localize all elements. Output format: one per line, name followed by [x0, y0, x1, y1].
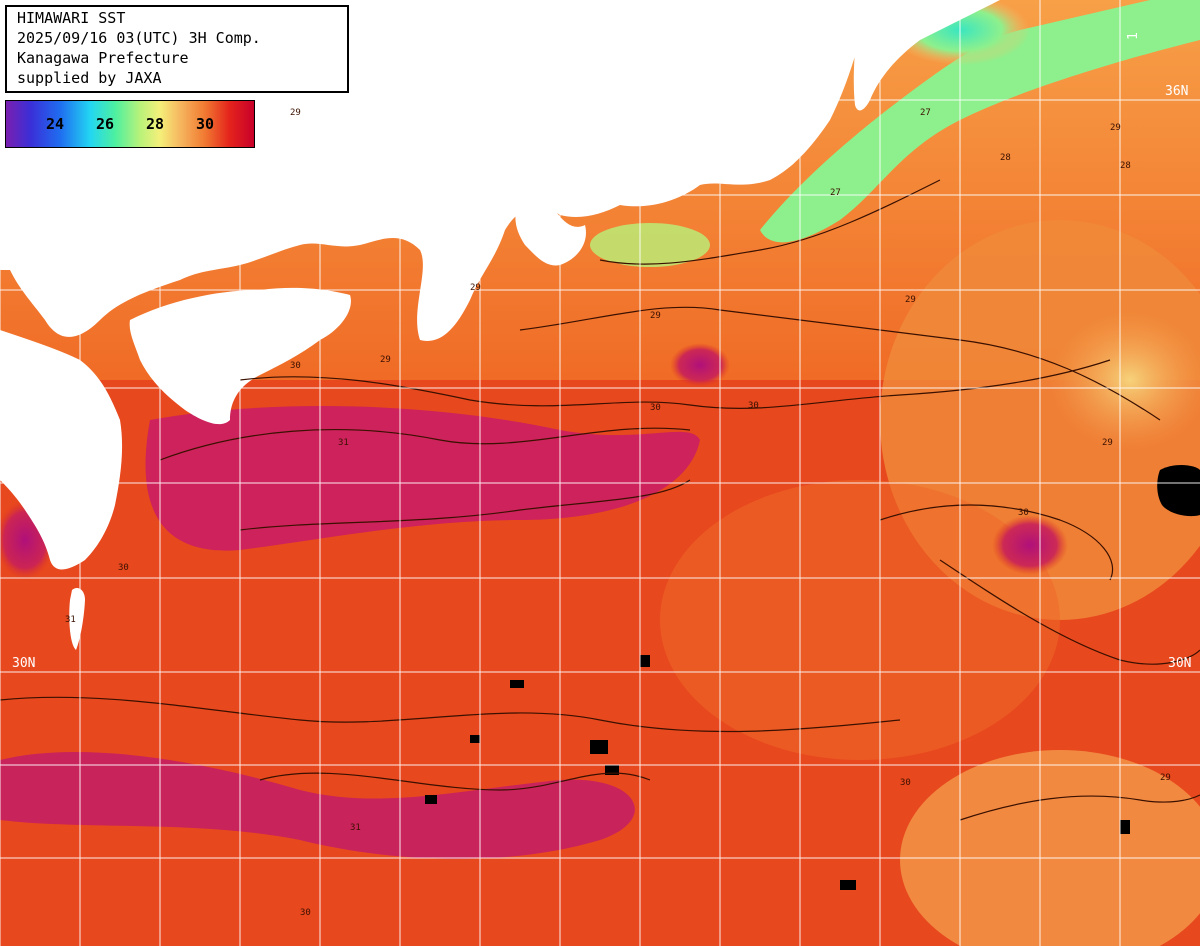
title-product: HIMAWARI SST: [17, 9, 126, 27]
contour-label: 31: [350, 823, 361, 833]
contour-29-north: [519, 306, 1161, 421]
cloud-speck-7: [640, 655, 650, 667]
warm-patch-se: [900, 750, 1200, 946]
land-island-4: [9, 376, 30, 397]
contour-28-coast: [599, 179, 941, 265]
contour-29-se: [959, 794, 1200, 821]
cloud-patches: [425, 465, 1200, 890]
contour-label: 30: [900, 778, 911, 788]
contour-label: 30: [748, 401, 759, 411]
cloud-east-edge: [1157, 465, 1200, 517]
lat-label-36n: 36N: [1165, 84, 1188, 99]
cloud-speck-8: [1120, 820, 1130, 834]
land-kii-peninsula: [515, 194, 586, 266]
land-kyushu: [0, 330, 123, 570]
contour-label: 29: [905, 295, 916, 305]
title-box: HIMAWARI SST 2025/09/16 03(UTC) 3H Comp.…: [5, 5, 349, 93]
hot-spot-1: [670, 343, 730, 387]
mild-patch-east: [1050, 310, 1200, 450]
contour-30-north: [239, 359, 1111, 409]
cool-band-northeast: [760, 0, 1200, 243]
contour-label: 29: [1160, 773, 1171, 783]
land-island-2: [766, 137, 800, 170]
lon-label-east-edge: 1: [1126, 32, 1141, 40]
colorbar-tick-28: 28: [146, 115, 165, 133]
colorbar-tick-30: 30: [196, 115, 215, 133]
land-island-3: [69, 588, 85, 650]
contour-31-band: [159, 427, 691, 531]
contour-label: 28: [1000, 153, 1011, 163]
title-datetime: 2025/09/16 03(UTC) 3H Comp.: [17, 29, 261, 47]
cloud-speck-2: [605, 765, 619, 775]
hot-band-kuroshio: [145, 406, 700, 551]
cloud-speck-5: [510, 680, 524, 688]
contour-label: 31: [338, 438, 349, 448]
temperature-colorbar: 24 26 28 30: [5, 100, 255, 148]
cloud-speck-3: [425, 795, 437, 804]
hot-band-south: [0, 751, 635, 859]
contour-31-south: [259, 772, 651, 791]
contour-label: 29: [290, 108, 301, 118]
contour-label: 30: [650, 403, 661, 413]
contour-label: 27: [830, 188, 841, 198]
land-island-5: [0, 399, 13, 435]
contour-label: 30: [1018, 508, 1029, 518]
contour-30-south: [0, 696, 901, 733]
cloud-speck-4: [470, 735, 480, 743]
colorbar-tick-24: 24: [46, 115, 65, 133]
contour-label: 29: [650, 311, 661, 321]
contour-label: 29: [1102, 438, 1113, 448]
contour-label: 31: [65, 615, 76, 625]
contour-label: 29: [380, 355, 391, 365]
contour-label: 27: [920, 108, 931, 118]
title-supplier: supplied by JAXA: [17, 69, 162, 87]
colorbar-tick-26: 26: [96, 115, 115, 133]
hot-spot-2: [992, 515, 1068, 575]
contour-labels: 29 29 29 29 29 29 29 30 30 30 30 30 30 3…: [65, 108, 1171, 918]
contour-label: 29: [470, 283, 481, 293]
contour-29-east: [939, 559, 1200, 665]
cloud-speck-6: [840, 880, 856, 890]
cloud-speck-1: [590, 740, 608, 754]
cool-patch-bay: [590, 223, 710, 267]
lon-label-136e: 136E: [486, 9, 501, 40]
contour-label: 30: [118, 563, 129, 573]
contour-label: 30: [290, 361, 301, 371]
land-coast-east: [853, 0, 1000, 111]
isotherm-contours: [0, 179, 1200, 821]
lat-label-30n-west: 30N: [12, 656, 35, 671]
lat-label-30n-east: 30N: [1168, 656, 1191, 671]
contour-30-east: [879, 504, 1114, 581]
title-region: Kanagawa Prefecture: [17, 49, 189, 67]
contour-label: 30: [300, 908, 311, 918]
contour-label: 28: [1120, 161, 1131, 171]
contour-label: 29: [1110, 123, 1121, 133]
